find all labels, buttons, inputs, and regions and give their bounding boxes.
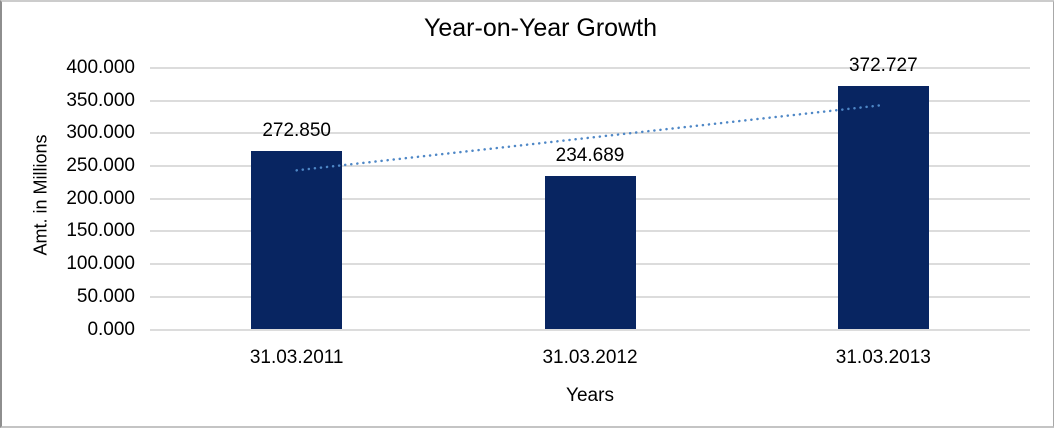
y-tick-label: 350.000 bbox=[66, 89, 135, 111]
y-tick-label: 0.000 bbox=[87, 318, 135, 340]
bar bbox=[544, 176, 636, 330]
x-tick-label: 31.03.2011 bbox=[249, 347, 344, 368]
data-label: 372.727 bbox=[848, 54, 918, 76]
data-label: 272.850 bbox=[262, 120, 331, 142]
y-tick-label: 400.000 bbox=[66, 57, 135, 78]
y-tick-label: 200.000 bbox=[66, 187, 135, 209]
y-tick-label: 50.000 bbox=[76, 285, 135, 307]
chart-title: Year-on-Year Growth bbox=[423, 14, 657, 42]
x-axis-title: Years bbox=[566, 385, 614, 406]
y-tick-label: 250.000 bbox=[66, 155, 135, 177]
bar bbox=[251, 151, 343, 330]
x-tick-label: 31.03.2013 bbox=[835, 347, 931, 368]
y-tick-label: 300.000 bbox=[66, 122, 135, 144]
gridline bbox=[150, 328, 1030, 331]
gridline bbox=[150, 67, 1030, 69]
bar bbox=[837, 85, 929, 330]
y-tick-label: 150.000 bbox=[66, 220, 135, 242]
x-tick-label: 31.03.2012 bbox=[542, 347, 638, 368]
gridline bbox=[150, 99, 1030, 102]
y-tick-label: 100.000 bbox=[66, 253, 135, 275]
data-label: 234.689 bbox=[555, 145, 625, 167]
